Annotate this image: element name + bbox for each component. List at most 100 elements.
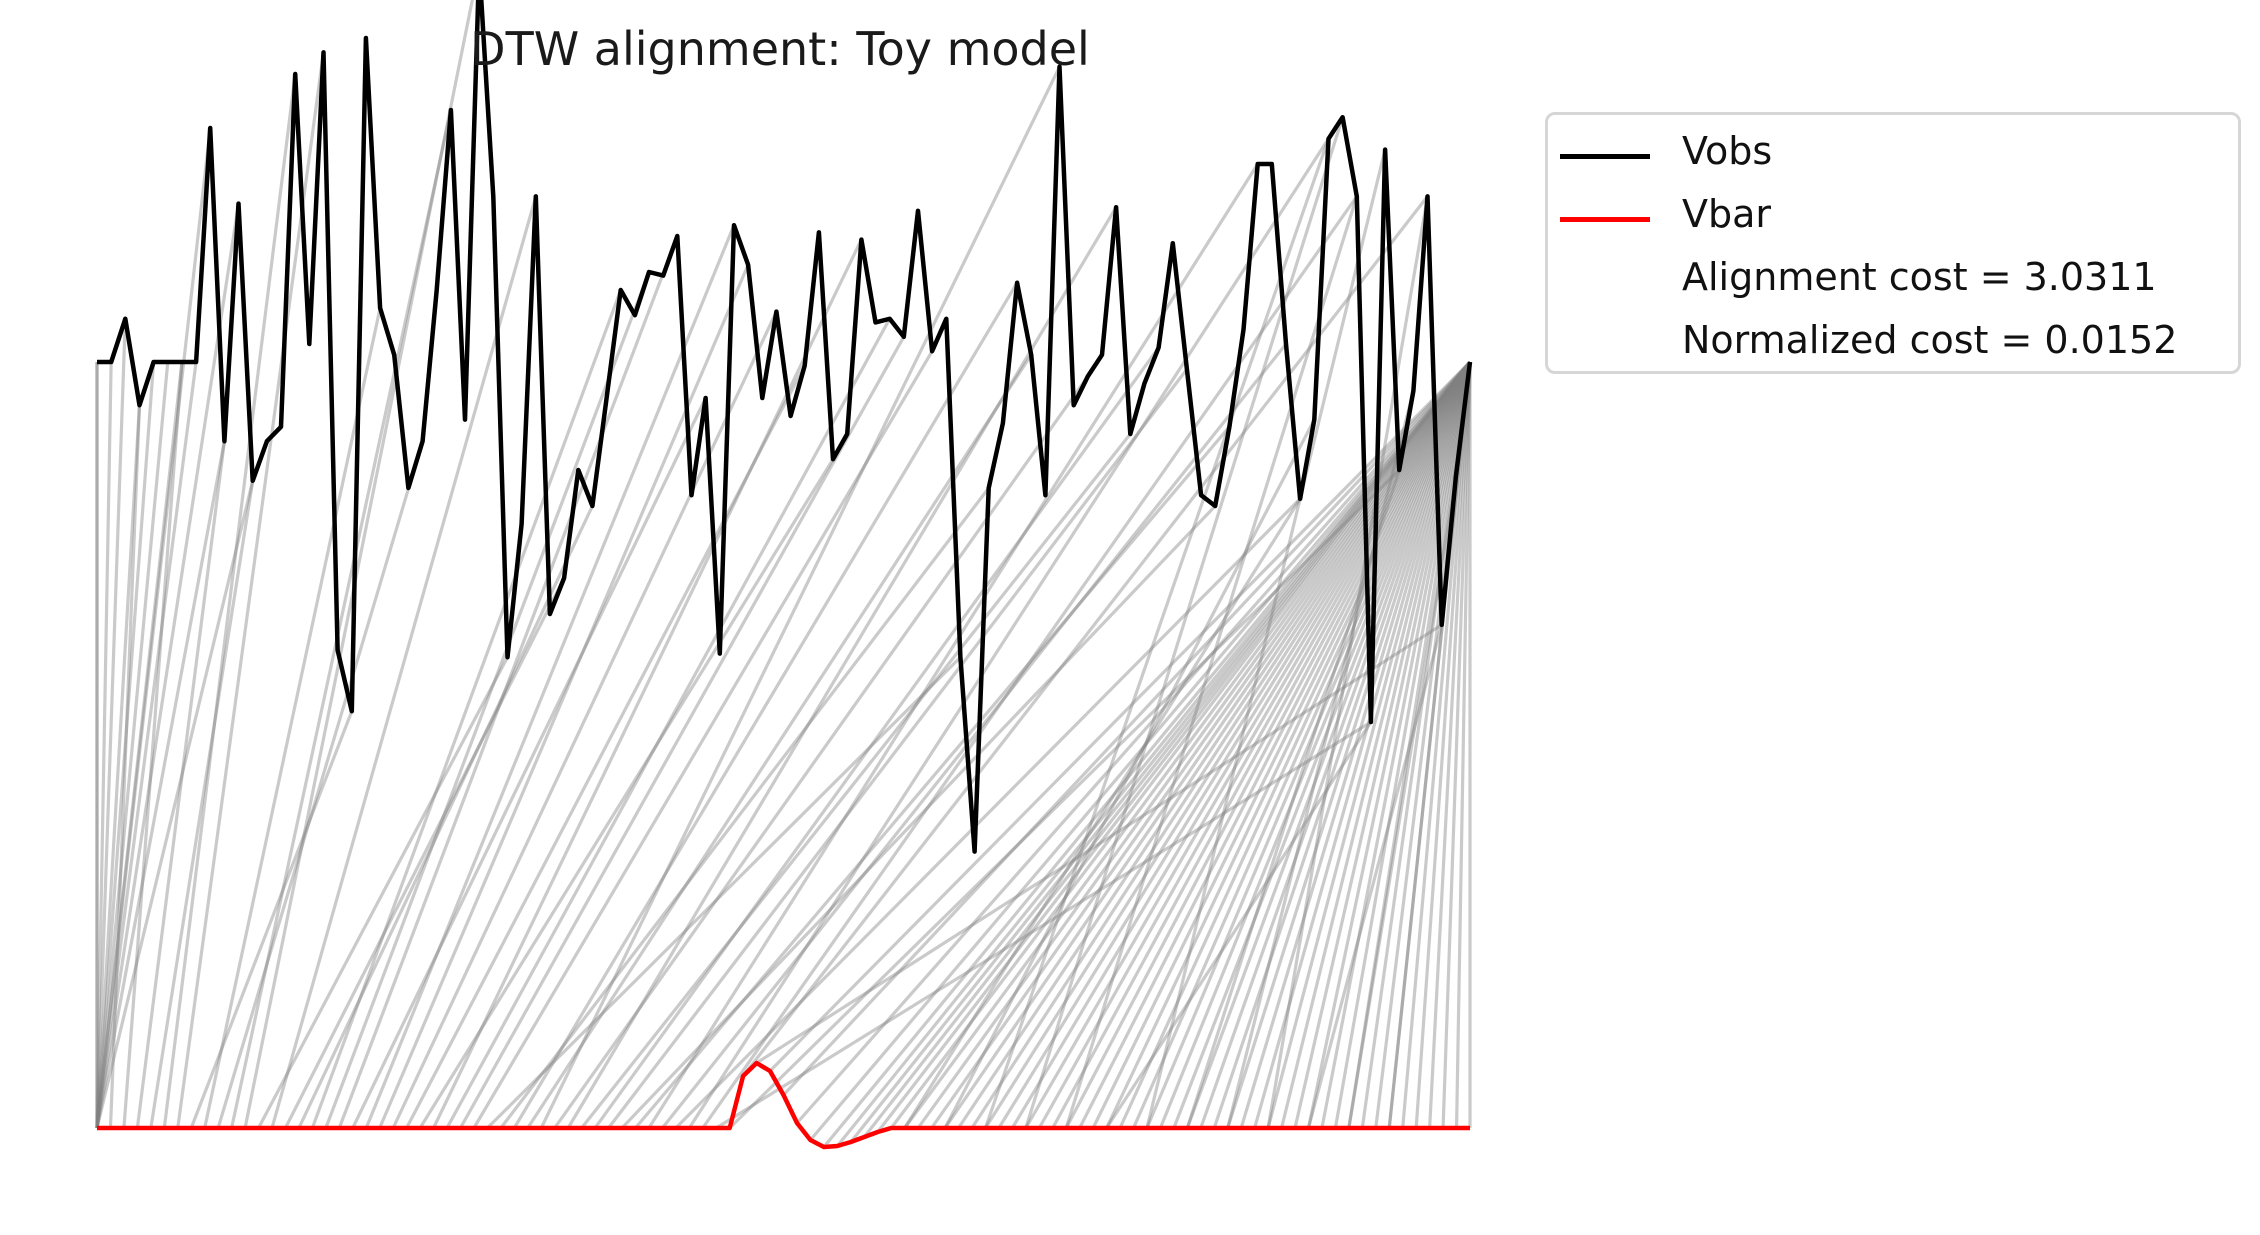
alignment-line (95, 361, 170, 1129)
alignment-line (634, 425, 1231, 1130)
alignment-line (889, 361, 1472, 1129)
alignment-line (687, 137, 1330, 1129)
alignment-line (1414, 361, 1472, 1129)
alignment-line (364, 224, 736, 1129)
alignment-line (553, 375, 1090, 1129)
alignment-line (1226, 390, 1415, 1129)
alignment-line (176, 52, 326, 1129)
alignment-line (445, 318, 892, 1129)
alignment-line (122, 361, 184, 1129)
alignment-line (1306, 361, 1472, 1129)
legend-swatch-vobs (1560, 154, 1650, 159)
alignment-line (1212, 361, 1472, 1129)
alignment-line (607, 368, 1189, 1129)
alignment-line (284, 577, 566, 1129)
alignment-line (1024, 361, 1472, 1129)
alignment-line (95, 440, 226, 1129)
legend: Vobs Vbar Alignment cost = 3.0311 Normal… (1545, 112, 2241, 374)
alignment-line (337, 235, 679, 1129)
alignment-line (270, 195, 538, 1129)
alignment-line (1078, 361, 1472, 1129)
alignment-lines (95, 0, 1472, 1149)
alignment-line (1266, 196, 1430, 1129)
alignment-line (755, 623, 1443, 1065)
alignment-line (391, 310, 778, 1129)
alignment-line (230, 109, 453, 1129)
alignment-line (876, 361, 1472, 1133)
alignment-line (95, 361, 156, 1129)
alignment-line (1454, 361, 1472, 1129)
alignment-line (162, 73, 297, 1129)
alignment-line (863, 361, 1472, 1138)
alignment-line (903, 497, 1302, 1129)
alignment-line (997, 361, 1472, 1129)
alignment-line (957, 361, 1472, 1129)
alignment-line (472, 350, 934, 1129)
alignment-line (1105, 721, 1373, 1129)
alignment-line (943, 361, 1472, 1129)
alignment-line (1347, 361, 1472, 1129)
alignment-line (983, 138, 1330, 1129)
alignment-line (1185, 469, 1401, 1129)
alignment-line (1185, 361, 1472, 1129)
alignment-line (782, 360, 1472, 1097)
alignment-line (661, 343, 1288, 1129)
legend-swatch-vbar (1560, 217, 1650, 222)
alignment-line (1428, 361, 1472, 1129)
legend-label-vbar: Vbar (1682, 192, 1772, 236)
alignment-line (459, 336, 906, 1129)
alignment-line (95, 361, 113, 1129)
alignment-line (1037, 361, 1472, 1129)
alignment-line (512, 281, 1019, 1129)
alignment-line (243, 0, 474, 1129)
alignment-line (1145, 149, 1387, 1129)
alignment-line (809, 360, 1472, 1142)
alignment-line (189, 710, 354, 1129)
alignment-line (1320, 361, 1472, 1129)
alignment-line (728, 468, 1401, 1130)
legend-item-vbar: Vbar (1548, 188, 2238, 250)
alignment-line (539, 66, 1061, 1129)
alignment-line (1360, 361, 1472, 1129)
alignment-line (1226, 361, 1472, 1129)
alignment-line (1172, 361, 1472, 1129)
alignment-line (1158, 361, 1472, 1129)
alignment-line (405, 364, 807, 1129)
alignment-line (95, 480, 255, 1129)
alignment-line (620, 504, 1217, 1130)
alignment-line (580, 433, 1132, 1129)
alignment-line (1441, 361, 1472, 1129)
alignment-line (95, 361, 184, 1129)
legend-item-vobs: Vobs (1548, 125, 2238, 187)
alignment-line (566, 206, 1118, 1129)
alignment-line (499, 487, 991, 1129)
alignment-line (418, 458, 835, 1129)
alignment-line (1401, 361, 1472, 1129)
normalized-cost-label: Normalized cost = 0.0152 (1682, 318, 2178, 362)
alignment-line (216, 440, 425, 1129)
series-line-vobs (97, 0, 1473, 854)
alignment-line (351, 397, 708, 1129)
alignment-line (1132, 361, 1472, 1129)
chart-title: DTW alignment: Toy model (470, 22, 1090, 76)
legend-label-vobs: Vobs (1682, 129, 1773, 173)
alignment-line (984, 361, 1472, 1129)
alignment-line (324, 271, 651, 1129)
alignment-line (1145, 361, 1472, 1129)
alignment-line (593, 346, 1160, 1129)
alignment-line (741, 195, 1429, 1077)
alignment-line (647, 163, 1260, 1129)
alignment-line (1091, 361, 1472, 1129)
alignment-line (310, 289, 623, 1129)
alignment-line (1306, 624, 1444, 1129)
alignment-line (95, 318, 127, 1129)
alignment-line (701, 195, 1359, 1129)
alignment-line (257, 656, 509, 1129)
alignment-line (822, 360, 1472, 1149)
alignment-line (1024, 116, 1345, 1129)
alignment-line (1064, 361, 1472, 1129)
alignment-line (674, 497, 1302, 1130)
alignment-line (1293, 361, 1472, 1129)
